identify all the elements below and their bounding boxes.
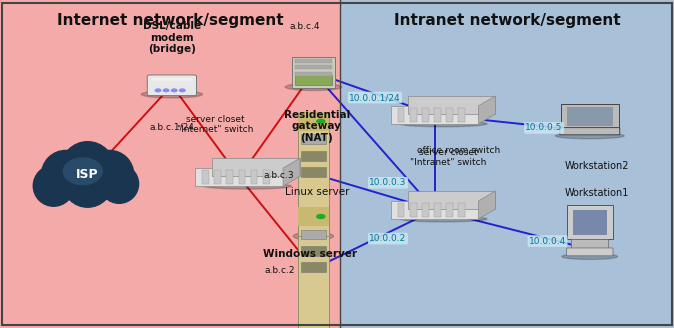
- Bar: [251, 170, 257, 184]
- Bar: [458, 203, 465, 217]
- Ellipse shape: [85, 151, 133, 199]
- Text: ISP: ISP: [76, 168, 99, 181]
- Circle shape: [317, 215, 325, 218]
- Bar: [398, 108, 404, 122]
- Ellipse shape: [204, 183, 291, 189]
- Ellipse shape: [63, 157, 113, 207]
- Ellipse shape: [293, 232, 334, 240]
- Polygon shape: [408, 191, 495, 209]
- Bar: [301, 246, 326, 256]
- Bar: [301, 151, 326, 161]
- Bar: [398, 203, 404, 217]
- Text: server closet
"Intranet" switch: server closet "Intranet" switch: [410, 148, 487, 167]
- Text: server closet
"Internet" switch: server closet "Internet" switch: [177, 115, 254, 134]
- Ellipse shape: [63, 158, 102, 185]
- Bar: [152, 77, 192, 81]
- Polygon shape: [212, 158, 300, 176]
- Bar: [572, 239, 609, 248]
- Polygon shape: [408, 96, 495, 114]
- Polygon shape: [283, 158, 300, 186]
- Ellipse shape: [562, 254, 617, 259]
- Bar: [434, 203, 441, 217]
- Ellipse shape: [555, 133, 624, 139]
- Bar: [422, 108, 429, 122]
- Text: 10.0.0.3: 10.0.0.3: [369, 178, 406, 187]
- Bar: [340, 0, 674, 328]
- Circle shape: [179, 89, 185, 92]
- Text: a.b.c.3: a.b.c.3: [264, 171, 295, 180]
- Circle shape: [155, 89, 160, 92]
- Text: office room switch: office room switch: [417, 146, 500, 155]
- Polygon shape: [479, 191, 495, 219]
- Bar: [0, 0, 340, 328]
- Bar: [295, 75, 332, 85]
- Bar: [410, 203, 417, 217]
- Circle shape: [164, 89, 169, 92]
- Ellipse shape: [285, 83, 342, 91]
- FancyBboxPatch shape: [560, 128, 620, 135]
- Bar: [263, 170, 270, 184]
- Ellipse shape: [399, 121, 487, 127]
- Text: Linux server: Linux server: [284, 187, 349, 197]
- Bar: [458, 108, 465, 122]
- Text: Windows server: Windows server: [263, 249, 357, 259]
- FancyBboxPatch shape: [567, 205, 613, 239]
- Polygon shape: [479, 96, 495, 124]
- Text: Workstation2: Workstation2: [564, 161, 629, 171]
- Text: a.b.c.2: a.b.c.2: [264, 266, 295, 275]
- Bar: [573, 210, 607, 235]
- Bar: [301, 167, 326, 177]
- Bar: [446, 108, 453, 122]
- Text: 10.0.0.4: 10.0.0.4: [529, 236, 566, 246]
- Polygon shape: [195, 168, 283, 186]
- Text: a.b.c.1/24: a.b.c.1/24: [150, 123, 194, 132]
- Ellipse shape: [142, 91, 203, 98]
- Ellipse shape: [33, 165, 74, 206]
- Bar: [446, 203, 453, 217]
- Text: 10.0.0.5: 10.0.0.5: [526, 123, 563, 133]
- FancyBboxPatch shape: [148, 75, 197, 96]
- Polygon shape: [391, 106, 479, 124]
- Bar: [301, 134, 326, 144]
- Polygon shape: [391, 201, 479, 219]
- Text: Workstation1: Workstation1: [564, 189, 629, 198]
- Bar: [410, 108, 417, 122]
- FancyBboxPatch shape: [561, 104, 619, 129]
- Bar: [214, 170, 221, 184]
- Bar: [301, 230, 326, 239]
- FancyBboxPatch shape: [298, 112, 329, 236]
- FancyBboxPatch shape: [292, 57, 335, 88]
- Text: 10.0.0.1/24: 10.0.0.1/24: [349, 93, 401, 102]
- Ellipse shape: [293, 327, 334, 328]
- Ellipse shape: [61, 142, 115, 195]
- Text: DSL/cable
modem
(bridge): DSL/cable modem (bridge): [143, 21, 201, 54]
- Text: Internet network/segment: Internet network/segment: [57, 13, 284, 28]
- Bar: [301, 262, 326, 272]
- FancyBboxPatch shape: [567, 248, 613, 256]
- Bar: [567, 107, 613, 126]
- Ellipse shape: [42, 151, 90, 199]
- Bar: [295, 65, 332, 69]
- Bar: [422, 203, 429, 217]
- Text: a.b.c.4: a.b.c.4: [290, 22, 320, 31]
- Bar: [226, 170, 233, 184]
- Bar: [298, 112, 329, 131]
- Ellipse shape: [100, 165, 139, 203]
- Text: Intranet network/segment: Intranet network/segment: [394, 13, 621, 28]
- Bar: [239, 170, 245, 184]
- Ellipse shape: [399, 216, 487, 222]
- Bar: [434, 108, 441, 122]
- Bar: [295, 72, 332, 76]
- Text: 10.0.0.2: 10.0.0.2: [369, 234, 406, 243]
- Circle shape: [172, 89, 177, 92]
- Bar: [295, 59, 332, 63]
- Bar: [202, 170, 209, 184]
- FancyBboxPatch shape: [298, 207, 329, 328]
- Text: Residential
gateway
(NAT): Residential gateway (NAT): [284, 110, 350, 143]
- Bar: [298, 207, 329, 226]
- Circle shape: [317, 119, 325, 123]
